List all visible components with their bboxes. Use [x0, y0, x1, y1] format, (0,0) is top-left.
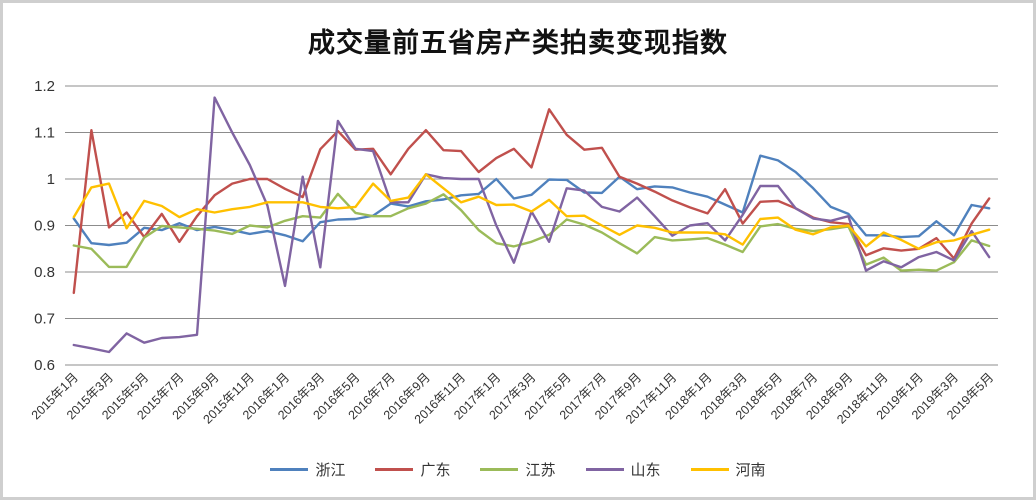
y-tick-label: 1.2 [34, 78, 55, 95]
series-line-广东 [72, 108, 991, 295]
y-tick-label: 0.9 [34, 218, 55, 235]
y-tick-label: 1.1 [34, 125, 55, 142]
y-tick-label: 0.8 [34, 264, 55, 281]
legend-label: 江苏 [525, 462, 556, 479]
y-tick-label: 0.7 [34, 311, 55, 328]
series-line-浙江 [72, 154, 991, 247]
legend-item-山东: 山东 [585, 459, 661, 480]
y-tick-label: 0.6 [34, 357, 55, 374]
line-chart: 1.21.110.90.80.70.62015年1月2015年3月2015年5月… [29, 78, 998, 427]
legend-swatch-浙江 [270, 468, 309, 471]
legend-label: 山东 [630, 462, 661, 479]
legend-swatch-河南 [690, 468, 729, 471]
legend-label: 浙江 [315, 462, 346, 479]
series-line-河南 [72, 173, 991, 251]
y-tick-label: 1 [47, 171, 55, 188]
legend-item-河南: 河南 [690, 459, 766, 480]
series-line-山东 [72, 96, 991, 354]
chart-title: 成交量前五省房产类拍卖变现指数 [308, 28, 728, 58]
legend-swatch-江苏 [480, 468, 519, 471]
series-line-江苏 [72, 192, 991, 272]
legend-label: 河南 [735, 462, 766, 479]
legend-label: 广东 [420, 462, 451, 479]
legend-swatch-广东 [375, 468, 414, 471]
legend-item-江苏: 江苏 [480, 459, 556, 480]
legend-item-浙江: 浙江 [270, 459, 345, 480]
legend-item-广东: 广东 [375, 459, 450, 480]
chart-legend: 浙江 广东 江苏 山东 河南 [3, 459, 1033, 480]
legend-swatch-山东 [585, 468, 624, 471]
